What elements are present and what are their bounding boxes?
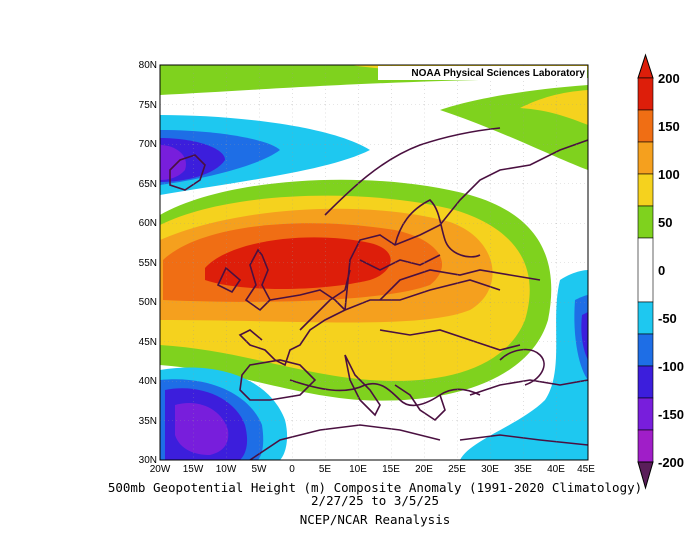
lat-label: 70N: [139, 139, 157, 150]
colorbar-label: 50: [658, 215, 672, 230]
lon-label: 20E: [415, 464, 433, 475]
lat-label: 75N: [139, 100, 157, 111]
colorbar-label: 100: [658, 167, 680, 182]
lat-label: 65N: [139, 179, 157, 190]
lat-label: 50N: [139, 297, 157, 308]
lon-label: 10W: [216, 464, 237, 475]
lat-axis: 80N 75N 70N 65N 60N 55N 50N 45N 40N 35N …: [139, 60, 157, 466]
colorbar-label: 200: [658, 71, 680, 86]
lon-axis: 20W 15W 10W 5W 0 5E 10E 15E 20E 25E 30E …: [150, 464, 596, 475]
lat-label: 45N: [139, 337, 157, 348]
caption-title: 500mb Geopotential Height (m) Composite …: [107, 480, 643, 495]
lon-label: 15E: [382, 464, 400, 475]
lat-label: 35N: [139, 416, 157, 427]
colorbar-label: 0: [658, 263, 665, 278]
lat-label: 80N: [139, 60, 157, 71]
lon-label: 45E: [577, 464, 595, 475]
caption-dates: 2/27/25 to 3/5/25: [311, 493, 439, 508]
colorbar-label: -50: [658, 311, 677, 326]
lon-label: 5W: [252, 464, 268, 475]
lon-label: 15W: [183, 464, 204, 475]
colorbar-label: -150: [658, 407, 684, 422]
lat-label: 55N: [139, 258, 157, 269]
lon-label: 5E: [319, 464, 332, 475]
colorbar-label: -100: [658, 359, 684, 374]
credit-label: NOAA Physical Sciences Laboratory: [411, 68, 585, 79]
lon-label: 25E: [448, 464, 466, 475]
lat-label: 30N: [139, 455, 157, 466]
lon-label: 40E: [547, 464, 565, 475]
colorbar: 200 150 100 50 0 -50 -100 -150 -200: [637, 53, 684, 490]
lon-label: 0: [289, 464, 295, 475]
lon-label: 10E: [349, 464, 367, 475]
colorbar-label: -200: [658, 455, 684, 470]
lat-label: 60N: [139, 218, 157, 229]
lon-label: 20W: [150, 464, 171, 475]
colorbar-label: 150: [658, 119, 680, 134]
caption-source: NCEP/NCAR Reanalysis: [299, 512, 451, 527]
lon-label: 30E: [481, 464, 499, 475]
lon-label: 35E: [514, 464, 532, 475]
anomaly-field: [160, 65, 588, 460]
lat-label: 40N: [139, 376, 157, 387]
